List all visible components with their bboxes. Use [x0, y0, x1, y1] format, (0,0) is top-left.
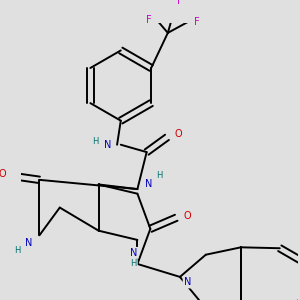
Text: O: O [0, 169, 6, 179]
Text: O: O [174, 129, 182, 139]
Text: O: O [184, 211, 191, 221]
Text: F: F [177, 0, 183, 7]
Text: N: N [104, 140, 112, 150]
Text: N: N [130, 248, 137, 258]
Text: H: H [92, 137, 98, 146]
Text: H: H [15, 246, 21, 255]
Text: F: F [194, 17, 199, 27]
Text: F: F [146, 15, 151, 25]
Text: N: N [145, 179, 152, 190]
Text: N: N [25, 238, 32, 248]
Text: H: H [156, 171, 162, 180]
Text: N: N [184, 278, 191, 287]
Text: H: H [130, 260, 137, 268]
